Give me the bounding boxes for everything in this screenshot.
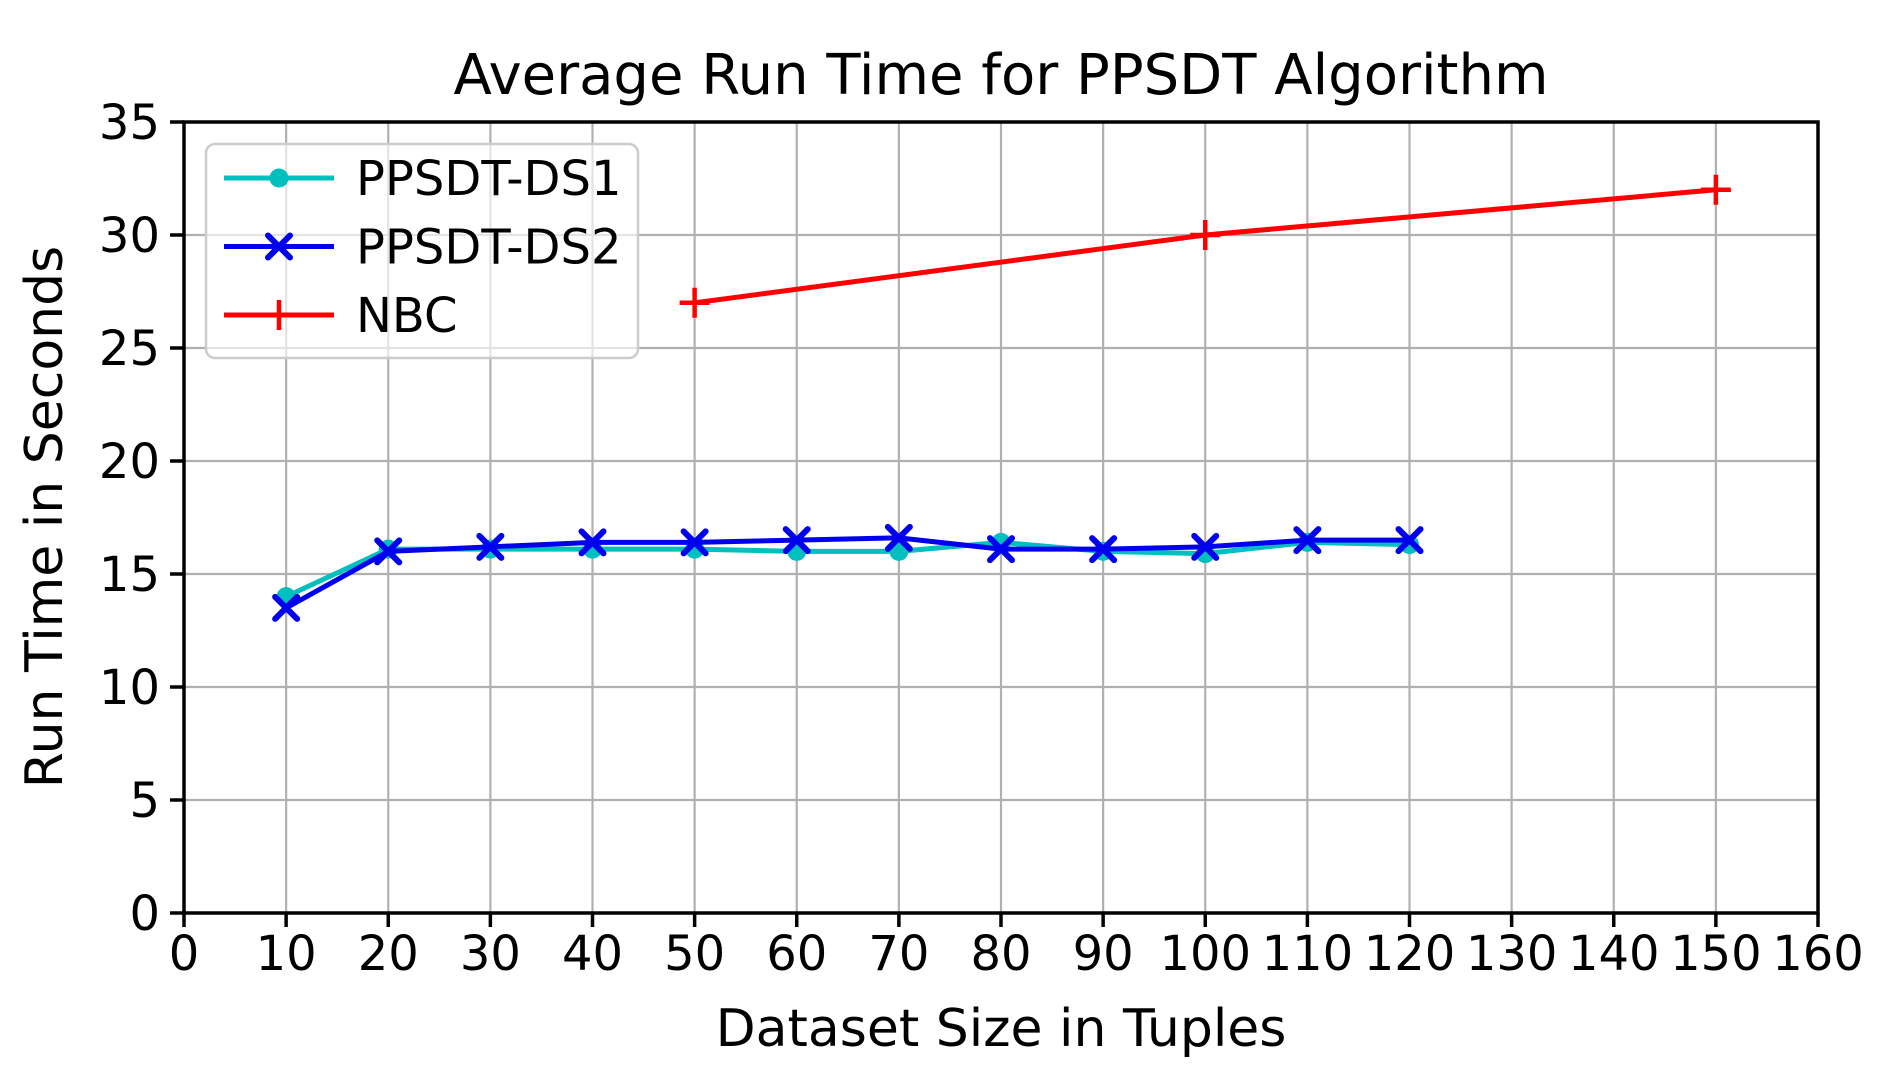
x-tick-label: 140	[1568, 926, 1660, 982]
x-tick-label: 160	[1772, 926, 1864, 982]
series-NBC	[679, 174, 1731, 318]
y-axis-label: Run Time in Seconds	[15, 246, 75, 788]
x-tick-label: 0	[169, 926, 200, 982]
marker-x	[1395, 526, 1424, 555]
marker-x	[1191, 532, 1220, 561]
marker-x	[987, 535, 1015, 564]
marker-plus	[679, 287, 710, 318]
y-tick-label: 35	[99, 95, 160, 151]
x-tick-label: 10	[256, 926, 317, 982]
marker-x	[476, 532, 505, 561]
x-tick-label: 40	[562, 926, 623, 982]
y-tick-label: 10	[99, 660, 160, 716]
marker-plus	[1190, 220, 1221, 250]
y-tick-label: 20	[99, 434, 160, 490]
x-tick-label: 100	[1159, 926, 1251, 982]
x-tick-label: 80	[970, 926, 1031, 982]
x-tick-label: 50	[664, 926, 725, 982]
marker-plus	[264, 300, 294, 330]
legend-item-PPSDT-DS2: PPSDT-DS2	[224, 220, 622, 276]
x-tick-label: 60	[766, 926, 827, 982]
tick-labels: 0 10 20 30 40 50 60 70 80 90 100 110 120 130 140 150 160…	[99, 95, 1864, 982]
legend-box	[204, 142, 640, 360]
marker-x	[680, 528, 709, 557]
series-line	[283, 535, 1412, 611]
marker-x	[272, 593, 301, 622]
marker-x	[884, 523, 913, 552]
y-tick-label: 25	[99, 321, 160, 377]
marker-x	[374, 537, 403, 566]
x-tick-label: 30	[460, 926, 521, 982]
legend-label: PPSDT-DS2	[356, 220, 622, 276]
x-tick-label: 90	[1073, 926, 1134, 982]
y-tick-label: 30	[99, 208, 160, 264]
legend-item-NBC: NBC	[224, 288, 458, 344]
legend-label: PPSDT-DS1	[356, 151, 622, 207]
marker-circle	[269, 168, 289, 188]
y-tick-label: 0	[129, 886, 160, 942]
x-tick-label: 70	[868, 926, 929, 982]
marker-x	[782, 526, 811, 555]
marker-x	[1293, 526, 1322, 555]
series-PPSDT-DS2	[272, 523, 1424, 622]
marker-x	[578, 528, 607, 557]
legend-label: NBC	[356, 288, 458, 344]
marker-x	[1089, 535, 1118, 564]
marker-x	[265, 232, 293, 261]
x-tick-label: 150	[1670, 926, 1762, 982]
chart-title: Average Run Time for PPSDT Algorithm	[453, 43, 1548, 108]
x-tick-label: 120	[1364, 926, 1456, 982]
x-tick-label: 130	[1466, 926, 1558, 982]
marker-plus	[1700, 174, 1731, 205]
legend-item-PPSDT-DS1: PPSDT-DS1	[224, 151, 622, 207]
legend: PPSDT-DS1 PPSDT-DS2 NBC	[204, 142, 640, 360]
x-tick-label: 20	[358, 926, 419, 982]
ticks	[170, 120, 1820, 927]
y-tick-label: 5	[129, 773, 160, 829]
x-tick-label: 110	[1262, 926, 1354, 982]
y-tick-label: 15	[99, 547, 160, 603]
x-axis-label: Dataset Size in Tuples	[716, 999, 1287, 1059]
